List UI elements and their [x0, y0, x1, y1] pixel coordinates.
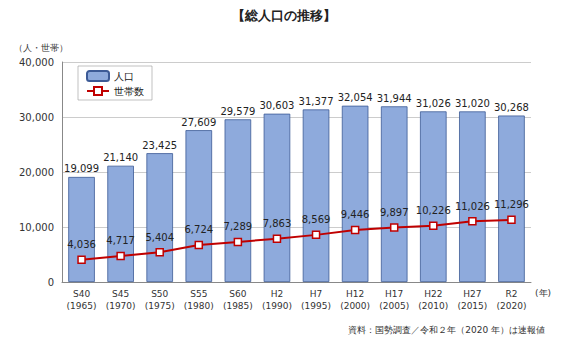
svg-text:(1970): (1970): [106, 301, 136, 311]
svg-text:(2005): (2005): [379, 301, 409, 311]
svg-text:(2000): (2000): [340, 301, 370, 311]
svg-text:人口: 人口: [114, 71, 134, 82]
svg-text:31,020: 31,020: [455, 98, 490, 109]
svg-text:9,897: 9,897: [380, 207, 409, 218]
svg-text:20,000: 20,000: [19, 167, 54, 178]
svg-text:5,404: 5,404: [145, 232, 174, 243]
svg-text:31,377: 31,377: [299, 96, 334, 107]
svg-text:S50: S50: [151, 289, 168, 299]
svg-text:30,000: 30,000: [19, 112, 54, 123]
svg-text:世帯数: 世帯数: [114, 86, 144, 97]
svg-text:(2020): (2020): [496, 301, 526, 311]
svg-text:23,425: 23,425: [142, 140, 177, 151]
svg-text:4,036: 4,036: [67, 239, 96, 250]
svg-text:(1985): (1985): [223, 301, 253, 311]
svg-text:(1980): (1980): [184, 301, 214, 311]
svg-text:(年): (年): [535, 288, 551, 298]
svg-text:31,026: 31,026: [416, 98, 451, 109]
svg-text:資料：国勢調査／令和２年（2020 年）は速報値: 資料：国勢調査／令和２年（2020 年）は速報値: [348, 325, 545, 335]
svg-text:31,944: 31,944: [377, 93, 412, 104]
svg-text:30,603: 30,603: [259, 100, 294, 111]
svg-text:4,717: 4,717: [106, 235, 135, 246]
svg-text:(1995): (1995): [301, 301, 331, 311]
svg-text:6,724: 6,724: [184, 224, 213, 235]
svg-text:H27: H27: [463, 289, 481, 299]
svg-text:0: 0: [48, 277, 54, 288]
svg-text:(1975): (1975): [145, 301, 175, 311]
svg-text:(1965): (1965): [67, 301, 97, 311]
svg-text:29,579: 29,579: [220, 106, 255, 117]
svg-text:S60: S60: [229, 289, 246, 299]
svg-text:H2: H2: [271, 289, 284, 299]
svg-text:27,609: 27,609: [181, 117, 216, 128]
svg-text:10,000: 10,000: [19, 222, 54, 233]
svg-text:S45: S45: [112, 289, 129, 299]
svg-text:40,000: 40,000: [19, 57, 54, 68]
svg-text:11,026: 11,026: [455, 201, 490, 212]
svg-text:R2: R2: [505, 289, 517, 299]
svg-text:7,289: 7,289: [224, 221, 253, 232]
svg-text:9,446: 9,446: [341, 209, 370, 220]
svg-text:8,569: 8,569: [302, 214, 331, 225]
svg-text:S40: S40: [73, 289, 90, 299]
svg-text:21,140: 21,140: [103, 152, 138, 163]
svg-text:7,863: 7,863: [263, 218, 292, 229]
svg-text:32,054: 32,054: [338, 92, 373, 103]
svg-text:19,099: 19,099: [64, 163, 99, 174]
svg-text:30,268: 30,268: [494, 102, 529, 113]
svg-text:(2015): (2015): [457, 301, 487, 311]
svg-text:(2010): (2010): [418, 301, 448, 311]
svg-text:11,296: 11,296: [494, 199, 529, 210]
svg-text:H22: H22: [424, 289, 442, 299]
svg-text:H12: H12: [346, 289, 364, 299]
svg-text:H17: H17: [385, 289, 403, 299]
svg-text:10,226: 10,226: [416, 205, 451, 216]
svg-text:(1990): (1990): [262, 301, 292, 311]
svg-text:S55: S55: [190, 289, 207, 299]
svg-text:H7: H7: [310, 289, 323, 299]
svg-text:（人・世帯）: （人・世帯）: [14, 43, 68, 53]
svg-text:【総人口の推移】: 【総人口の推移】: [232, 8, 336, 23]
